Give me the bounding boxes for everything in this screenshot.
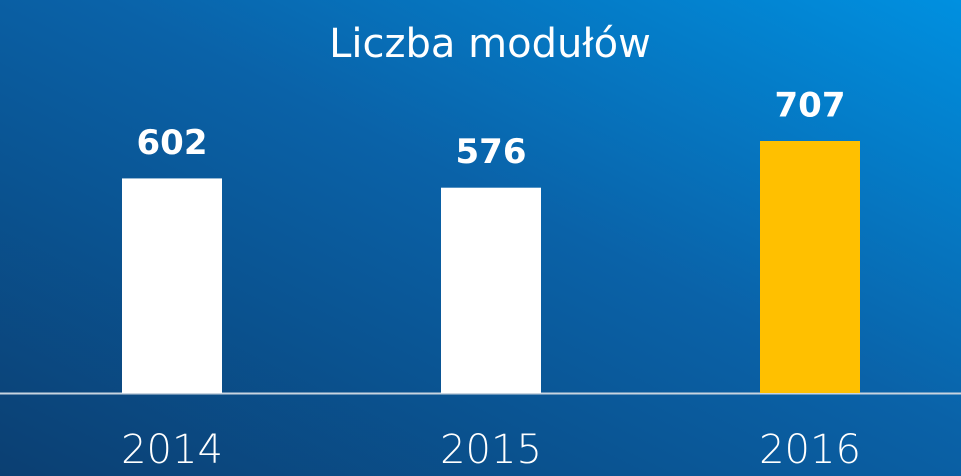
bar: [122, 178, 222, 393]
value-label: 707: [775, 86, 846, 126]
bar: [760, 141, 860, 393]
value-label: 602: [137, 123, 208, 163]
x-tick-label: 2014: [121, 427, 223, 473]
value-label: 576: [456, 132, 527, 172]
chart-title: Liczba modułów: [329, 21, 651, 67]
bar: [441, 187, 541, 393]
x-tick-label: 2015: [440, 427, 542, 473]
x-tick-label: 2016: [759, 427, 861, 473]
